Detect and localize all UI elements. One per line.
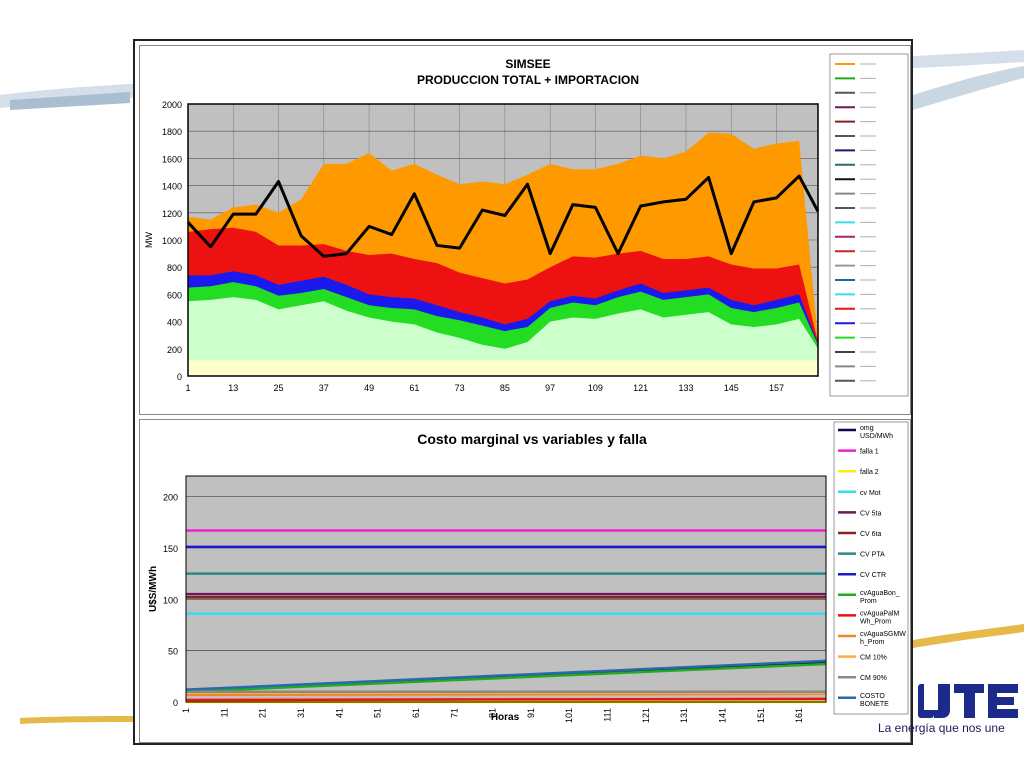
chart1-legend-box: [829, 53, 909, 397]
chart2-legend-label: CV PTA: [860, 552, 885, 559]
chart1-x-tick-label: 133: [678, 383, 693, 393]
chart2-y-tick-label: 0: [173, 698, 178, 708]
chart1-y-tick-label: 200: [167, 345, 182, 355]
chart2-x-tick-label: 41: [334, 708, 344, 718]
chart1-x-tick-label: 85: [500, 383, 510, 393]
chart1-y-tick-label: 1200: [162, 209, 182, 219]
chart1-area-series-1: [188, 360, 818, 376]
chart2-x-axis-label: Horas: [491, 712, 520, 723]
chart2-y-axis-label: U$S/MWh: [148, 566, 159, 612]
chart1-x-tick-label: 37: [319, 383, 329, 393]
chart2-x-tick-label: 81: [488, 708, 498, 718]
marginal-cost-chart-panel: Costo marginal vs variables y falla 0 50 10…: [139, 419, 911, 743]
chart1-x-tick-label: 1: [185, 383, 190, 393]
production-chart-panel: SIMSEE PRODUCCION TOTAL + IMPORTACION 0 200…: [139, 45, 911, 415]
chart2-x-tick-label: 151: [756, 708, 766, 723]
chart2-series-line-14: [185, 659, 827, 691]
chart1-y-tick-label: 1400: [162, 182, 182, 192]
chart1-x-tick-label: 13: [228, 383, 238, 393]
chart1-y-tick-label: 600: [167, 290, 182, 300]
chart1-legend: [829, 53, 909, 397]
chart1-x-tick-label: 121: [633, 383, 648, 393]
chart1-y-tick-label: 1600: [162, 154, 182, 164]
chart1-y-axis-label: MW: [144, 232, 154, 248]
chart2-x-tick-label: 61: [411, 708, 421, 718]
chart1-y-tick-label: 0: [177, 372, 182, 382]
chart2-x-tick-label: 121: [641, 708, 651, 723]
chart2-y-tick-label: 100: [163, 595, 178, 605]
chart2-legend-label: CM 10%: [860, 655, 887, 662]
chart2-legend-label: COSTO BONETE: [860, 693, 889, 708]
chart2-legend-label: cv Mot: [860, 490, 881, 497]
chart1-title: SIMSEE: [505, 57, 550, 71]
chart2-series-line-10: [185, 697, 827, 702]
chart2-x-tick-label: 1: [181, 708, 191, 713]
chart1-y-tick-label: 1000: [162, 236, 182, 246]
chart2-x-tick-label: 141: [718, 708, 728, 723]
chart1-y-tick-label: 400: [167, 318, 182, 328]
chart2-legend-label: CV 5ta: [860, 510, 882, 517]
slogan: La energía que nos une: [878, 721, 1005, 735]
chart2-legend-label: cvAguaPalM Wh_Prom: [860, 610, 899, 625]
chart2-legend-box: [833, 421, 909, 715]
chart2-legend-label: falla 1: [860, 449, 879, 456]
chart2-x-tick-label: 71: [449, 708, 459, 718]
chart2-y-tick-label: 50: [168, 647, 178, 657]
chart2-y-tick-label: 200: [163, 493, 178, 503]
chart2-legend-label: CV 6ta: [860, 531, 882, 538]
chart2-x-tick-label: 101: [564, 708, 574, 723]
chart1-demand-line: [186, 174, 820, 258]
chart2-y-tick-label: 150: [163, 544, 178, 554]
chart2-x-tick-label: 21: [258, 708, 268, 718]
chart2-title: Costo marginal vs variables y falla: [417, 431, 647, 447]
chart1-x-tick-label: 61: [409, 383, 419, 393]
chart1-x-tick-label: 97: [545, 383, 555, 393]
chart1-x-tick-label: 109: [588, 383, 603, 393]
chart1-y-tick-label: 1800: [162, 127, 182, 137]
chart2-legend-label: CM 90%: [860, 675, 887, 682]
chart2-legend-label: omg USD/MWh: [860, 425, 893, 440]
chart2-plot-area: [186, 476, 826, 702]
chart2-x-tick-label: 161: [794, 708, 804, 723]
production-chart: SIMSEE PRODUCCION TOTAL + IMPORTACION 0 200…: [144, 53, 909, 397]
chart-frame: SIMSEE PRODUCCION TOTAL + IMPORTACION 0 200…: [133, 39, 913, 745]
chart1-x-tick-label: 25: [274, 383, 284, 393]
chart2-plot-border: [185, 475, 827, 703]
chart1-plot-border: [187, 103, 819, 377]
chart2-x-tick-label: 11: [219, 708, 229, 717]
chart1-x-tick-label: 49: [364, 383, 374, 393]
chart2-x-tick-label: 91: [526, 708, 536, 718]
chart2-x-tick-label: 131: [679, 708, 689, 723]
chart1-y-tick-label: 2000: [162, 100, 182, 110]
chart2-legend-label: falla 2: [860, 469, 879, 476]
chart1-area-series-2: [188, 297, 818, 376]
chart1-y-tick-label: 800: [167, 263, 182, 273]
chart2-legend-label: cvAguaBon_ Prom: [860, 590, 900, 605]
ute-logo: [918, 684, 1018, 718]
marginal-cost-chart: Costo marginal vs variables y falla 0 50 10…: [148, 421, 909, 723]
chart2-x-tick-label: 51: [373, 708, 383, 718]
chart1-x-tick-label: 73: [455, 383, 465, 393]
chart2-legend: omg USD/MWh falla 1 falla 2 cv Mot CV 5ta CV 6…: [833, 421, 909, 715]
chart2-series-line-9: [185, 662, 827, 693]
chart2-legend-label: cvAguaSGMW h_Prom: [860, 631, 906, 646]
chart1-x-tick-label: 157: [769, 383, 784, 393]
chart2-x-tick-label: 31: [296, 708, 306, 718]
chart2-legend-label: CV CTR: [860, 572, 886, 579]
chart2-x-tick-label: 111: [603, 708, 613, 722]
chart1-x-tick-label: 145: [724, 383, 739, 393]
chart1-subtitle: PRODUCCION TOTAL + IMPORTACION: [417, 73, 639, 87]
